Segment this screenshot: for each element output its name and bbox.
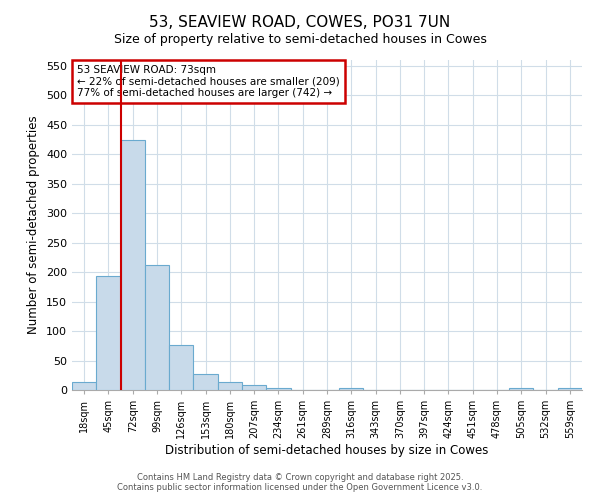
Bar <box>169 344 193 390</box>
Bar <box>121 140 145 390</box>
Text: Contains HM Land Registry data © Crown copyright and database right 2025.
Contai: Contains HM Land Registry data © Crown c… <box>118 473 482 492</box>
Text: 53 SEAVIEW ROAD: 73sqm
← 22% of semi-detached houses are smaller (209)
77% of se: 53 SEAVIEW ROAD: 73sqm ← 22% of semi-det… <box>77 65 340 98</box>
X-axis label: Distribution of semi-detached houses by size in Cowes: Distribution of semi-detached houses by … <box>166 444 488 457</box>
Y-axis label: Number of semi-detached properties: Number of semi-detached properties <box>28 116 40 334</box>
Bar <box>558 388 582 390</box>
Bar <box>242 384 266 390</box>
Bar <box>509 388 533 390</box>
Bar <box>339 388 364 390</box>
Text: 53, SEAVIEW ROAD, COWES, PO31 7UN: 53, SEAVIEW ROAD, COWES, PO31 7UN <box>149 15 451 30</box>
Bar <box>218 382 242 390</box>
Bar <box>72 382 96 390</box>
Bar <box>145 265 169 390</box>
Bar <box>96 276 121 390</box>
Text: Size of property relative to semi-detached houses in Cowes: Size of property relative to semi-detach… <box>113 32 487 46</box>
Bar <box>266 388 290 390</box>
Bar <box>193 374 218 390</box>
